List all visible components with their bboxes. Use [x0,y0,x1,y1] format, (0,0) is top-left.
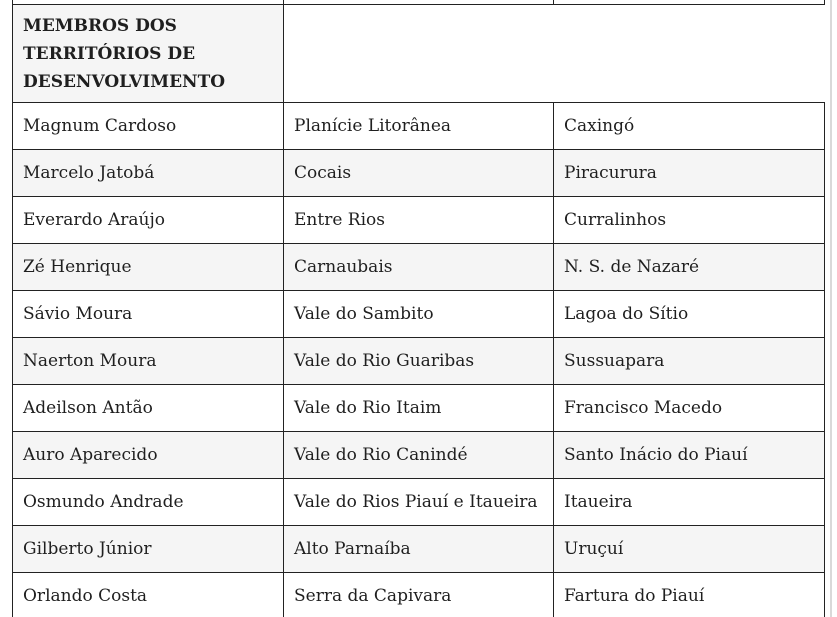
municipality-cell: Caxingó [553,102,825,150]
municipality-cell: Piracurura [553,149,825,197]
table-row: Naerton Moura Vale do Rio Guaribas Sussu… [12,337,825,385]
table-row: Magnum Cardoso Planície Litorânea Caxing… [12,102,825,150]
member-name-cell: Adeilson Antão [12,384,284,432]
member-name-cell: Auro Aparecido [12,431,284,479]
territory-cell: Entre Rios [283,196,554,244]
territory-cell: Cocais [283,149,554,197]
territory-cell: Vale do Rio Itaim [283,384,554,432]
table-row: Adeilson Antão Vale do Rio Itaim Francis… [12,384,825,432]
member-name-cell: Marcelo Jatobá [12,149,284,197]
member-name-cell: Naerton Moura [12,337,284,385]
members-table: MEMBROS DOS TERRITÓRIOS DE DESENVOLVIMEN… [12,0,825,617]
municipality-cell: Uruçuí [553,525,825,573]
territory-cell: Vale do Rio Guaribas [283,337,554,385]
table-row: Osmundo Andrade Vale do Rios Piauí e Ita… [12,478,825,526]
member-name-cell: Orlando Costa [12,572,284,617]
municipality-cell: Lagoa do Sítio [553,290,825,338]
municipality-cell: N. S. de Nazaré [553,243,825,291]
table-row: Everardo Araújo Entre Rios Curralinhos [12,196,825,244]
territory-cell: Alto Parnaíba [283,525,554,573]
municipality-cell: Curralinhos [553,196,825,244]
page-right-rule [830,0,832,617]
header-spacer-cell [283,4,825,103]
table-row: Sávio Moura Vale do Sambito Lagoa do Sít… [12,290,825,338]
municipality-cell: Itaueira [553,478,825,526]
municipality-cell: Sussuapara [553,337,825,385]
territory-cell: Planície Litorânea [283,102,554,150]
table-row: Zé Henrique Carnaubais N. S. de Nazaré [12,243,825,291]
territory-cell: Carnaubais [283,243,554,291]
table-header-row: MEMBROS DOS TERRITÓRIOS DE DESENVOLVIMEN… [12,4,825,103]
municipality-cell: Fartura do Piauí [553,572,825,617]
municipality-cell: Santo Inácio do Piauí [553,431,825,479]
table-header-cell: MEMBROS DOS TERRITÓRIOS DE DESENVOLVIMEN… [12,4,284,103]
territory-cell: Vale do Rio Canindé [283,431,554,479]
territory-cell: Serra da Capivara [283,572,554,617]
member-name-cell: Osmundo Andrade [12,478,284,526]
municipality-cell: Francisco Macedo [553,384,825,432]
member-name-cell: Magnum Cardoso [12,102,284,150]
member-name-cell: Everardo Araújo [12,196,284,244]
table-row: Auro Aparecido Vale do Rio Canindé Santo… [12,431,825,479]
table-row: Gilberto Júnior Alto Parnaíba Uruçuí [12,525,825,573]
table-row: Orlando Costa Serra da Capivara Fartura … [12,572,825,617]
member-name-cell: Zé Henrique [12,243,284,291]
member-name-cell: Gilberto Júnior [12,525,284,573]
territory-cell: Vale do Sambito [283,290,554,338]
member-name-cell: Sávio Moura [12,290,284,338]
table-row: Marcelo Jatobá Cocais Piracurura [12,149,825,197]
territory-cell: Vale do Rios Piauí e Itaueira [283,478,554,526]
